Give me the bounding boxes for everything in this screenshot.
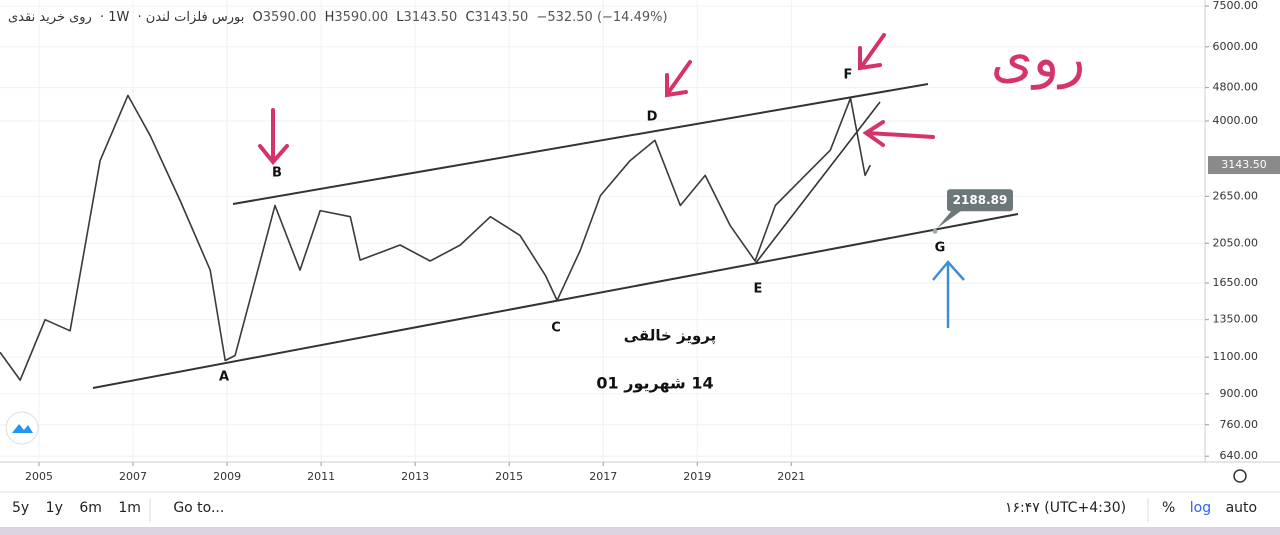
close-label: C — [465, 10, 475, 25]
arrow-break — [862, 120, 935, 147]
target-box — [947, 189, 1013, 212]
y-tick-label: 1350.00 — [1213, 313, 1259, 326]
goto-button[interactable]: Go to... — [173, 500, 225, 516]
x-tick-label: 2017 — [589, 470, 617, 483]
symbol: روی خرید نقدی — [8, 10, 92, 25]
y-tick-label: 640.00 — [1220, 449, 1259, 462]
y-tick-label: 760.00 — [1220, 418, 1259, 431]
range-button[interactable]: 1m — [118, 500, 141, 516]
auto-button[interactable]: auto — [1225, 500, 1258, 516]
log-button[interactable]: log — [1189, 500, 1212, 516]
x-tick-label: 2007 — [119, 470, 147, 483]
y-tick-label: 1650.00 — [1213, 276, 1259, 289]
interval: 1W — [108, 10, 130, 25]
open: 3590.00 — [262, 10, 317, 25]
wave-label: A — [219, 370, 229, 385]
arrows — [258, 33, 935, 166]
low: 3143.50 — [403, 10, 458, 25]
open-label: O — [252, 10, 263, 25]
close: 3143.50 — [474, 10, 529, 25]
header: روی خرید نقدی · 1W · بورس فلزات لندن O35… — [8, 10, 668, 25]
last-price-label: 3143.50 — [1221, 158, 1267, 171]
y-tick-label: 7500.00 — [1213, 0, 1259, 12]
wave-label: F — [844, 68, 853, 83]
wave-label: C — [551, 321, 561, 336]
high: 3590.00 — [334, 10, 389, 25]
y-tick-label: 2650.00 — [1213, 189, 1259, 202]
x-tick-label: 2011 — [307, 470, 335, 483]
target-point — [932, 228, 938, 234]
x-tick-label: 2013 — [401, 470, 429, 483]
clock: ۱۶:۴۷ (UTC+4:30) — [1005, 500, 1127, 516]
range-buttons: 5y 1y 6m 1m Go to... — [12, 500, 224, 516]
settings-icon[interactable] — [1233, 469, 1247, 483]
lower-channel — [92, 213, 1019, 389]
trend-line — [754, 101, 881, 265]
wave-label: D — [647, 110, 658, 125]
x-tick-label: 2015 — [495, 470, 523, 483]
arrow-f — [858, 33, 886, 71]
y-tick-label: 900.00 — [1220, 387, 1259, 400]
target-pointer — [937, 210, 962, 229]
upper-channel — [232, 83, 929, 205]
y-tick-label: 6000.00 — [1213, 40, 1259, 53]
annotation-title: روی — [991, 27, 1085, 90]
x-tick-label: 2005 — [25, 470, 53, 483]
y-tick-label: 4000.00 — [1213, 114, 1259, 127]
change: −532.50 (−14.49%) — [536, 10, 668, 25]
wave-label: B — [272, 166, 282, 181]
arrow-g — [932, 260, 965, 328]
annotation-date: 14 شهریور 01 — [596, 374, 713, 393]
arrow-b — [258, 108, 289, 166]
exchange: بورس فلزات لندن — [145, 10, 245, 25]
scale-buttons: % log auto — [1162, 500, 1257, 516]
y-tick-label: 1100.00 — [1213, 350, 1259, 363]
range-button[interactable]: 1y — [45, 500, 63, 516]
wave-label: G — [935, 241, 946, 256]
range-button[interactable]: 5y — [12, 500, 30, 516]
bottom-band — [0, 527, 1280, 535]
logo-mark — [12, 424, 33, 433]
x-tick-label: 2009 — [213, 470, 241, 483]
high-label: H — [324, 10, 335, 25]
x-tick-label: 2019 — [683, 470, 711, 483]
target-label: 2188.89 — [953, 193, 1008, 207]
price-line — [0, 94, 872, 381]
range-button[interactable]: 6m — [79, 500, 102, 516]
percent-button[interactable]: % — [1162, 500, 1176, 516]
y-tick-label: 4800.00 — [1213, 81, 1259, 94]
last-price-tag — [1208, 156, 1280, 175]
annotation-author: پرویز خالقی — [624, 327, 717, 346]
x-tick-label: 2021 — [777, 470, 805, 483]
wave-label: E — [754, 282, 763, 297]
y-tick-label: 2050.00 — [1213, 236, 1259, 249]
arrow-d — [665, 60, 692, 98]
low-label: L — [396, 10, 404, 25]
